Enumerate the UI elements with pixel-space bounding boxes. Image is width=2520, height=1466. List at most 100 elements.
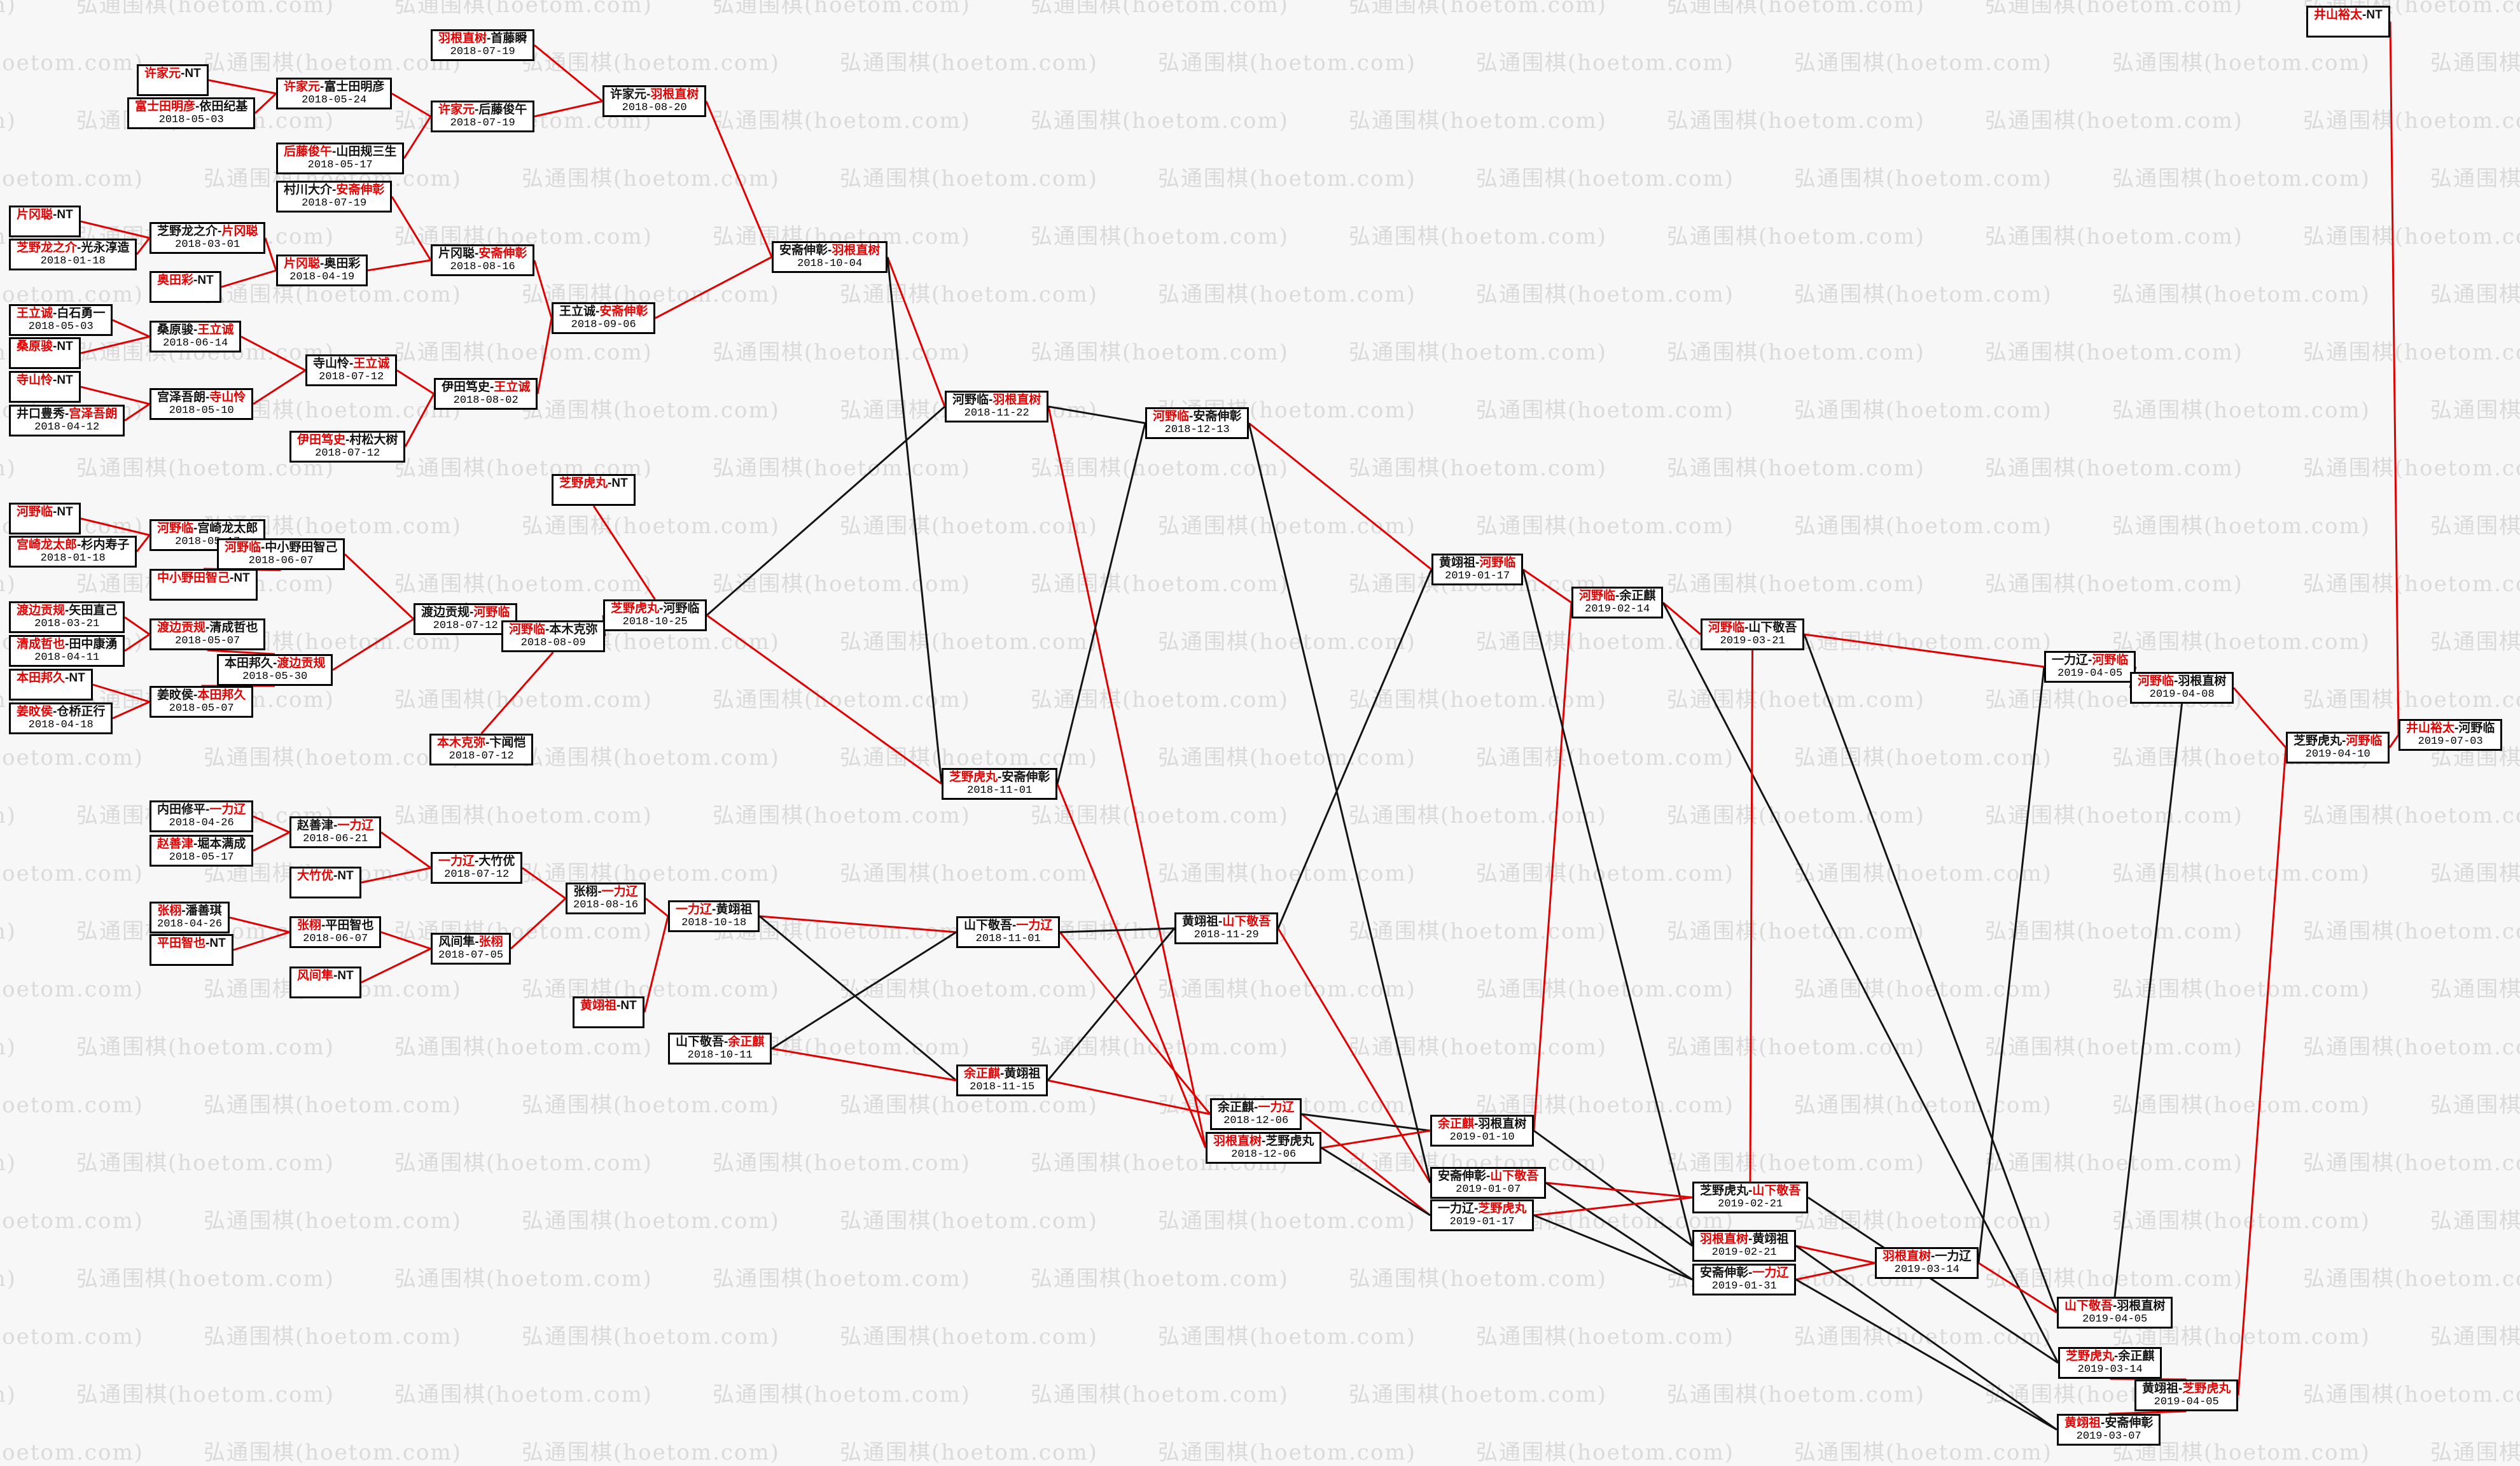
watermark-text: 弘通围棋(hoetom.com) — [0, 803, 17, 828]
match-box-kono_motoki[interactable]: 河野临-本木克弥 2018-08-09 — [501, 620, 606, 652]
match-box-ida_wang[interactable]: 伊田笃史-王立诚 2018-08-02 — [434, 378, 538, 410]
match-box-xu_fujita[interactable]: 许家元-富士田明彦 2018-05-24 — [276, 78, 393, 109]
match-box-kono_yo_0214[interactable]: 河野临-余正麒 2019-02-14 — [1571, 587, 1664, 618]
player1-name: 渡边贡规 — [421, 606, 470, 619]
match-date: 2019-01-07 — [1456, 1183, 1521, 1196]
match-box-kuwabara_nt[interactable]: 桑原骏-NT — [9, 337, 81, 369]
match-box-okuda_nt[interactable]: 奥田彩-NT — [150, 271, 221, 303]
match-box-shibano_mitsunaga[interactable]: 芝野龙之介-光永淳造 2018-01-18 — [9, 239, 137, 270]
name-separator: - — [193, 688, 198, 702]
match-box-kataoka_nt[interactable]: 片冈聪-NT — [9, 206, 81, 237]
match-box-goto_yamada[interactable]: 后藤俊午-山田规三生 2018-05-17 — [276, 143, 405, 174]
match-box-shibanoR_kataoka[interactable]: 芝野龙之介-片冈聪 2018-03-01 — [150, 222, 266, 254]
match-box-ichiriki_kono_0405[interactable]: 一力辽-河野临 2019-04-05 — [2044, 651, 2136, 683]
match-box-cho_hirata[interactable]: 张栩-平田智也 2018-06-07 — [289, 916, 382, 948]
match-box-kazama_nt[interactable]: 风间隼-NT — [289, 967, 361, 998]
match-box-hane_ichiriki_0314[interactable]: 羽根直树-一力辽 2019-03-14 — [1875, 1247, 1979, 1279]
watermark-text: 弘通围棋(hoetom.com) — [2112, 861, 2370, 886]
match-box-huang_shibanoT_0405[interactable]: 黄翊祖-芝野虎丸 2019-04-05 — [2134, 1379, 2239, 1411]
match-box-wang_anzai[interactable]: 王立诚-安斋伸彰 2018-09-06 — [552, 302, 656, 334]
match-box-hane_shibanoT_1206[interactable]: 羽根直树-芝野虎丸 2018-12-06 — [1206, 1132, 1322, 1164]
match-box-iguchi_miyazawa[interactable]: 井口豊秀-宫泽吾朗 2018-04-12 — [9, 405, 125, 436]
match-box-wang_shiraishi[interactable]: 王立诚-白石勇一 2018-05-03 — [9, 304, 113, 336]
match-box-honda_watanabe[interactable]: 本田邦久-渡边贡规 2018-05-30 — [217, 654, 333, 686]
match-box-kuwabara_wang[interactable]: 桑原骏-王立诚 2018-06-14 — [150, 321, 242, 353]
match-box-fujita_yoda[interactable]: 富士田明彦-依田纪基 2018-05-03 — [127, 97, 256, 129]
match-box-kono_hane_1122[interactable]: 河野临-羽根直树 2018-11-22 — [945, 391, 1049, 422]
match-box-shibanoT_kono[interactable]: 芝野虎丸-河野临 2018-10-25 — [603, 599, 707, 631]
match-players: 河野临-本木克弥 — [509, 623, 597, 637]
name-separator: - — [2342, 734, 2346, 748]
match-box-terayama_wang[interactable]: 寺山怜-王立诚 2018-07-12 — [305, 354, 398, 386]
match-box-anzai_yamashita_0107[interactable]: 安斋伸彰-山下敬吾 2019-01-07 — [1430, 1167, 1547, 1199]
match-box-kono_yamashita_0321[interactable]: 河野临-山下敬吾 2019-03-21 — [1701, 618, 1805, 650]
match-box-yamashita_hane_0405[interactable]: 山下敬吾-羽根直树 2019-04-05 — [2057, 1297, 2173, 1329]
match-box-kang_honda[interactable]: 姜旼侯-本田邦久 2018-05-07 — [150, 686, 254, 718]
match-box-xu_nt[interactable]: 许家元-NT — [137, 64, 209, 96]
watermark-text: 弘通围棋(hoetom.com) — [204, 1208, 462, 1234]
match-box-cho_pan[interactable]: 张栩-潘善琪 2018-04-26 — [150, 902, 230, 933]
match-box-huang_kono_0117[interactable]: 黄翊祖-河野临 2019-01-17 — [1431, 554, 1524, 585]
match-box-nakaonoda_nt[interactable]: 中小野田智己-NT — [150, 569, 258, 601]
loser-drop-line — [1277, 569, 1433, 929]
match-box-yo_hane_0110[interactable]: 余正麒-羽根直树 2019-01-10 — [1430, 1115, 1535, 1147]
match-box-yamashita_yo[interactable]: 山下敬吾-余正麒 2018-10-11 — [668, 1033, 772, 1065]
match-box-ida_muramatsu[interactable]: 伊田笃史-村松大树 2018-07-12 — [289, 431, 406, 463]
match-box-hirata_nt[interactable]: 平田智也-NT — [150, 934, 233, 966]
match-box-xu_goto[interactable]: 许家元-后藤俊午 2018-07-19 — [431, 101, 535, 132]
watermark-text: 弘通围棋(hoetom.com) — [840, 1208, 1098, 1234]
match-box-shibanoT_nt[interactable]: 芝野虎丸-NT — [552, 474, 636, 506]
player2-name: 村松大树 — [349, 433, 398, 447]
match-box-uchida_ichiriki[interactable]: 内田修平-一力辽 2018-04-26 — [150, 800, 254, 832]
match-box-shibanoT_yamashita_0221[interactable]: 芝野虎丸-山下敬吾 2019-02-21 — [1692, 1182, 1809, 1213]
match-box-ichiriki_otake[interactable]: 一力辽-大竹优 2018-07-12 — [431, 852, 523, 884]
match-box-kang_kurahashi[interactable]: 姜旼侯-仓桥正行 2018-04-18 — [9, 702, 113, 734]
match-box-watanabe_yada[interactable]: 渡边贡规-矢田直己 2018-03-21 — [9, 601, 125, 633]
match-box-yo_ichiriki_1206[interactable]: 余正麒-一力辽 2018-12-06 — [1210, 1098, 1302, 1130]
match-box-hane_shuto[interactable]: 羽根直树-首藤瞬 2018-07-19 — [431, 29, 535, 61]
match-date — [157, 585, 250, 598]
match-box-iyama_kono_0703[interactable]: 井山裕太-河野临 2019-07-03 — [2398, 719, 2503, 751]
match-box-cho_ichiriki[interactable]: 赵善津-一力辽 2018-06-21 — [289, 816, 382, 848]
match-box-ichiriki_huang[interactable]: 一力辽-黄翊祖 2018-10-18 — [668, 900, 760, 932]
player1-name: 芝野虎丸 — [2294, 734, 2342, 748]
match-box-kazama_cho[interactable]: 风间隼-张栩 2018-07-05 — [431, 933, 512, 965]
match-box-xu_hane[interactable]: 许家元-羽根直树 2018-08-20 — [602, 85, 707, 117]
match-box-yamashita_ichiriki[interactable]: 山下敬吾-一力辽 2018-11-01 — [956, 916, 1061, 948]
match-box-anzai_hane[interactable]: 安斋伸彰-羽根直树 2018-10-04 — [772, 241, 888, 273]
match-box-miyazawa_terayama[interactable]: 宫泽吾朗-寺山怜 2018-05-10 — [150, 388, 254, 420]
match-box-ichiriki_shibanoT_0117[interactable]: 一力辽-芝野虎丸 2019-01-17 — [1430, 1199, 1535, 1231]
match-box-kono_nakaonoda[interactable]: 河野临-中小野田智己 2018-06-07 — [217, 538, 345, 570]
match-box-cho_horimoto[interactable]: 赵善津-堀本满成 2018-05-17 — [150, 835, 254, 867]
match-box-shibanoT_anzai_1101[interactable]: 芝野虎丸-安斋伸彰 2018-11-01 — [942, 768, 1058, 800]
player1-name: 渡边贡规 — [157, 621, 206, 634]
match-box-cho_ichiriki2[interactable]: 张栩-一力辽 2018-08-16 — [566, 883, 646, 914]
match-box-huang_nt[interactable]: 黄翊祖-NT — [573, 996, 644, 1028]
match-box-shibanoT_kono_0410[interactable]: 芝野虎丸-河野临 2019-04-10 — [2286, 732, 2390, 764]
match-box-huang_anzai_0307[interactable]: 黄翊祖-安斋伸彰 2019-03-07 — [2057, 1414, 2161, 1446]
match-box-kataoka_anzai[interactable]: 片冈聪-安斋伸彰 2018-08-16 — [431, 244, 535, 276]
match-box-kataoka_okuda[interactable]: 片冈聪-奥田彩 2018-04-19 — [276, 255, 368, 286]
match-box-kono_anzai_1213[interactable]: 河野临-安斋伸彰 2018-12-13 — [1145, 407, 1250, 439]
match-box-yo_huang[interactable]: 余正麒-黄翊祖 2018-11-15 — [956, 1065, 1048, 1096]
match-box-huang_yamashita[interactable]: 黄翊祖-山下敬吾 2018-11-29 — [1174, 912, 1279, 944]
match-box-terayama_nt[interactable]: 寺山怜-NT — [9, 371, 81, 403]
watermark-text: 弘通围棋(hoetom.com) — [1985, 1150, 2243, 1176]
match-box-kono_nt[interactable]: 河野临-NT — [9, 503, 81, 534]
match-box-hane_huang_0221[interactable]: 羽根直树-黄翊祖 2019-02-21 — [1692, 1230, 1797, 1262]
match-box-kono_hane_0408[interactable]: 河野临-羽根直树 2019-04-08 — [2130, 672, 2234, 704]
match-box-otake_nt[interactable]: 大竹优-NT — [289, 867, 361, 898]
match-box-miyazaki_sugiuchi[interactable]: 宫崎龙太郎-杉内寿子 2018-01-18 — [9, 536, 137, 568]
match-box-kiyonari_tanaka[interactable]: 清成哲也-田中康湧 2018-04-11 — [9, 635, 125, 667]
match-box-anzai_ichiriki_0131[interactable]: 安斋伸彰-一力辽 2019-01-31 — [1692, 1264, 1797, 1295]
player2-name: 余正麒 — [728, 1035, 765, 1049]
match-box-watanabe_kiyonari[interactable]: 渡边贡规-清成哲也 2018-05-07 — [150, 618, 266, 650]
name-separator: - — [490, 380, 494, 394]
name-separator: - — [1218, 915, 1223, 928]
match-box-shibanoT_yo_0314[interactable]: 芝野虎丸-余正麒 2019-03-14 — [2058, 1347, 2162, 1379]
match-box-watanabe_kono[interactable]: 渡边贡规-河野临 2018-07-12 — [414, 603, 518, 635]
match-box-motoki_bian[interactable]: 本木克弥-卞闻恺 2018-07-12 — [429, 734, 534, 765]
match-box-honda_nt[interactable]: 本田邦久-NT — [9, 669, 93, 701]
match-box-murakawa_anzai[interactable]: 村川大介-安斋伸彰 2018-07-19 — [276, 181, 393, 213]
match-box-iyama_nt[interactable]: 井山裕太-NT — [2306, 6, 2390, 38]
